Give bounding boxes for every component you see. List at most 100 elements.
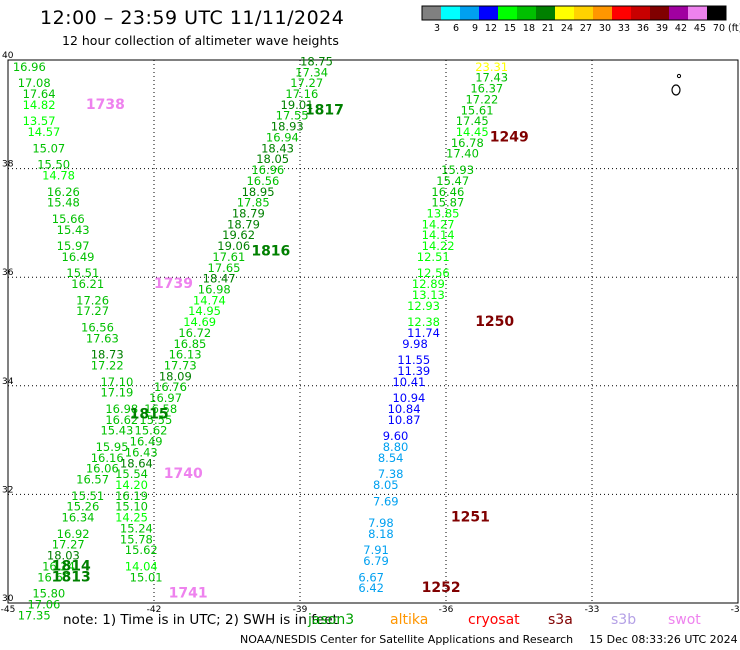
wave-height-value: 17.63 bbox=[86, 331, 119, 345]
track-label: 1813 bbox=[52, 569, 91, 585]
wave-height-value: 16.72 bbox=[178, 326, 211, 340]
wave-height-value: 16.37 bbox=[470, 82, 503, 96]
wave-height-value: 14.20 bbox=[115, 478, 148, 492]
credit-org: NOAA/NESDIS Center for Satellite Applica… bbox=[240, 633, 574, 646]
legend-swatch bbox=[593, 6, 612, 20]
footnote: note: 1) Time is in UTC; 2) SWH is in fe… bbox=[63, 612, 338, 628]
wave-height-value: 18.64 bbox=[120, 456, 153, 470]
wave-height-value: 17.16 bbox=[285, 87, 318, 101]
wave-height-value: 8.54 bbox=[378, 451, 404, 465]
wave-height-value: 16.49 bbox=[62, 250, 95, 264]
track-label: 1738 bbox=[86, 97, 125, 113]
wave-height-value: 15.54 bbox=[115, 467, 148, 481]
wave-height-value: 16.43 bbox=[125, 445, 158, 459]
wave-height-value: 13.85 bbox=[427, 206, 460, 220]
legend-swatch bbox=[517, 6, 536, 20]
satellite-label: jason3 bbox=[308, 612, 355, 628]
wave-height-value: 18.43 bbox=[261, 141, 294, 155]
track-label: 1249 bbox=[490, 129, 529, 145]
wave-height-value: 19.62 bbox=[222, 228, 255, 242]
wave-height-value: 17.27 bbox=[52, 538, 85, 552]
x-tick-label: -36 bbox=[439, 605, 454, 615]
track-label: 1252 bbox=[422, 580, 461, 596]
wave-height-value: 16.98 bbox=[198, 282, 231, 296]
wave-height-value: 11.39 bbox=[397, 364, 430, 378]
wave-height-value: 17.22 bbox=[91, 359, 124, 373]
satellite-label: altika bbox=[390, 612, 429, 628]
legend-frame bbox=[421, 5, 727, 21]
wave-height-value: 7.98 bbox=[368, 516, 394, 530]
legend-label: 70 bbox=[713, 23, 725, 34]
wave-height-value: 17.35 bbox=[18, 608, 51, 622]
wave-height-value: 16.97 bbox=[149, 391, 182, 405]
wave-height-value: 17.73 bbox=[164, 359, 197, 373]
wave-height-value: 14.82 bbox=[23, 98, 56, 112]
wave-height-value: 16.78 bbox=[451, 136, 484, 150]
wave-height-value: 14.95 bbox=[188, 304, 221, 318]
wave-height-value: 17.43 bbox=[475, 71, 508, 85]
wave-height-value: 15.97 bbox=[57, 239, 90, 253]
wave-height-value: 15.66 bbox=[52, 212, 85, 226]
wave-height-value: 18.95 bbox=[242, 185, 275, 199]
wave-height-value: 13.57 bbox=[23, 114, 56, 128]
x-tick-label: -30 bbox=[731, 605, 740, 615]
wave-height-value: 17.55 bbox=[276, 109, 309, 123]
wave-height-value: 14.57 bbox=[27, 125, 60, 139]
satellite-label: s3a bbox=[548, 612, 573, 628]
island-shape bbox=[671, 84, 681, 96]
wave-height-value: 18.47 bbox=[203, 272, 236, 286]
wave-height-value: 17.34 bbox=[295, 65, 328, 79]
wave-height-value: 15.26 bbox=[66, 500, 99, 514]
wave-height-value: 15.55 bbox=[139, 413, 172, 427]
wave-height-value: 16.46 bbox=[431, 185, 464, 199]
wave-height-value: 17.61 bbox=[212, 250, 245, 264]
wave-height-value: 12.38 bbox=[407, 315, 440, 329]
wave-height-value: 15.50 bbox=[37, 158, 70, 172]
legend-label: 12 bbox=[485, 23, 497, 34]
plot-frame bbox=[7, 59, 739, 604]
wave-height-value: 10.84 bbox=[388, 402, 421, 416]
legend-label: 36 bbox=[637, 23, 649, 34]
wave-height-value: 7.38 bbox=[378, 467, 404, 481]
track-label: 1815 bbox=[130, 406, 169, 422]
wave-height-value: 12.89 bbox=[412, 277, 445, 291]
wave-height-value: 17.08 bbox=[18, 76, 51, 90]
wave-height-value: 15.78 bbox=[120, 532, 153, 546]
legend-swatch bbox=[669, 6, 688, 20]
wave-height-value: 16.62 bbox=[105, 413, 138, 427]
legend-swatch bbox=[460, 6, 479, 20]
legend-swatch bbox=[574, 6, 593, 20]
legend-swatch bbox=[441, 6, 460, 20]
legend-label: 42 bbox=[675, 23, 687, 34]
wave-height-value: 16.98 bbox=[105, 402, 138, 416]
wave-height-value: 13.13 bbox=[412, 288, 445, 302]
wave-height-value: 8.18 bbox=[368, 527, 394, 541]
wave-height-value: 17.22 bbox=[465, 92, 498, 106]
wave-height-value: 17.06 bbox=[27, 597, 60, 611]
island-shape bbox=[676, 73, 682, 79]
wave-height-value: 6.42 bbox=[358, 581, 384, 595]
wave-height-value: 17.27 bbox=[290, 76, 323, 90]
wave-height-value: 14.69 bbox=[183, 315, 216, 329]
wave-height-value: 15.95 bbox=[96, 440, 129, 454]
wave-height-value: 16.49 bbox=[130, 435, 163, 449]
wave-height-value: 16.19 bbox=[115, 489, 148, 503]
wave-height-value: 18.93 bbox=[271, 120, 304, 134]
legend-swatch bbox=[498, 6, 517, 20]
legend-swatch bbox=[650, 6, 669, 20]
wave-height-value: 18.09 bbox=[159, 369, 192, 383]
legend-label: 18 bbox=[523, 23, 535, 34]
wave-height-value: 16.92 bbox=[57, 527, 90, 541]
wave-height-value: 15.24 bbox=[120, 521, 153, 535]
wave-height-value: 15.51 bbox=[66, 266, 99, 280]
x-tick-label: -39 bbox=[293, 605, 308, 615]
wave-height-value: 14.25 bbox=[115, 511, 148, 525]
legend-swatch bbox=[688, 6, 707, 20]
satellite-label: swot bbox=[668, 612, 701, 628]
wave-height-value: 17.27 bbox=[76, 304, 109, 318]
wave-height-value: 11.55 bbox=[397, 353, 430, 367]
legend-label: 6 bbox=[453, 23, 459, 34]
track-label: 1250 bbox=[475, 314, 514, 330]
track-label: 1741 bbox=[169, 586, 208, 602]
wave-height-value: 14.22 bbox=[422, 239, 455, 253]
